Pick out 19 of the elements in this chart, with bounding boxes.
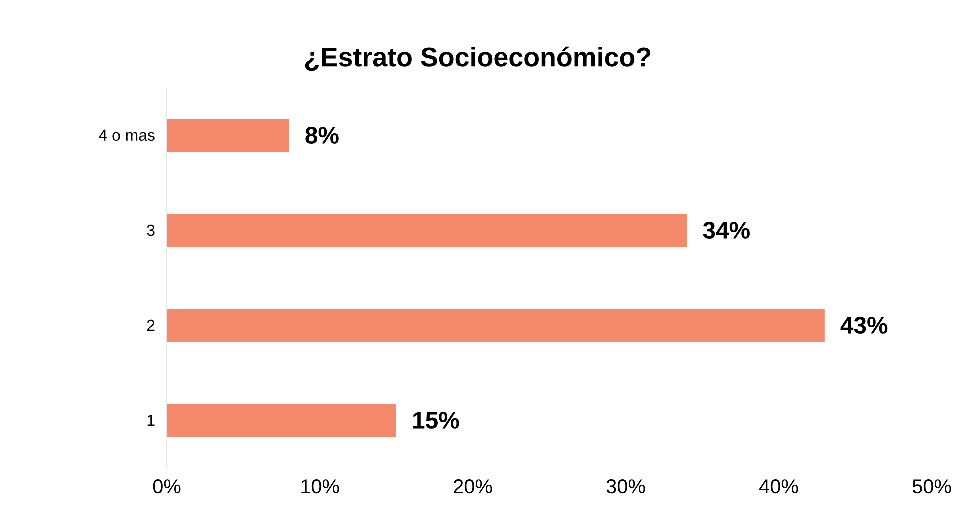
bar (167, 214, 688, 247)
x-tick-label: 0% (153, 480, 181, 494)
data-label: 34% (703, 222, 750, 239)
data-label: 15% (414, 412, 460, 429)
bar (167, 308, 825, 342)
y-tick-label: 2 (147, 320, 155, 332)
x-tick-label: 20% (454, 480, 492, 494)
y-tick-label: 1 (148, 415, 155, 426)
data-label: 43% (840, 317, 888, 334)
x-tick-label: 40% (760, 480, 798, 494)
y-tick-label: 4 o mas (99, 130, 155, 142)
data-label: 8% (306, 127, 339, 144)
x-tick-label: 50% (912, 480, 952, 494)
y-tick-label: 3 (147, 224, 155, 236)
x-tick-label: 10% (302, 480, 340, 494)
bar (167, 404, 397, 437)
chart-title: ¿Estrato Socioeconómico? (305, 46, 651, 72)
bar (167, 118, 290, 152)
x-tick-label: 30% (606, 480, 646, 494)
